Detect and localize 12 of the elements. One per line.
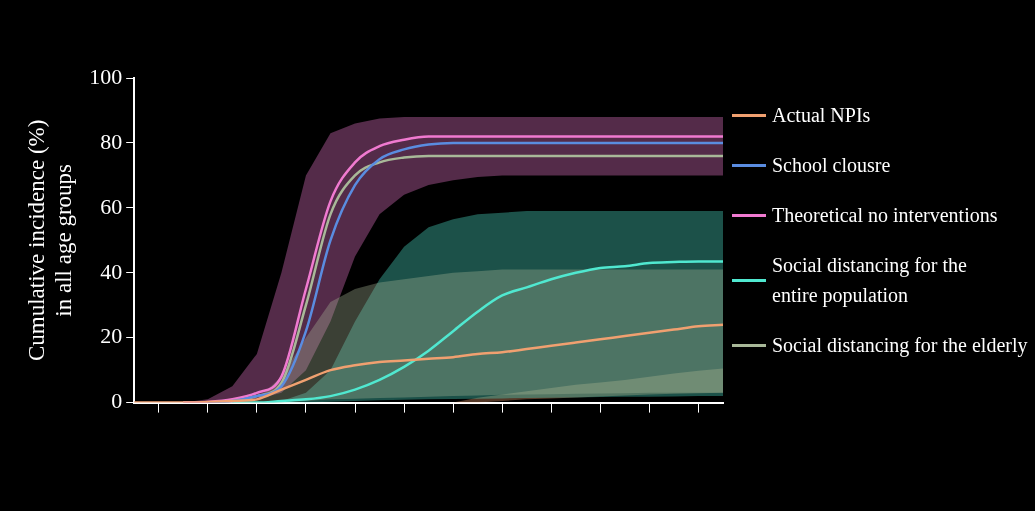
legend-label: Theoretical no interventions (772, 203, 998, 228)
y-tick-label: 100 (89, 63, 123, 89)
legend-label: Social distancing for the elderly (772, 333, 1028, 359)
legend-label: Social distancing for the entire population (772, 253, 967, 309)
y-tick-label: 60 (100, 193, 123, 219)
legend-label: Actual NPIs (772, 103, 871, 128)
y-tick-label: 0 (111, 388, 123, 414)
y-tick-label: 80 (100, 128, 123, 154)
y-tick-label: 40 (100, 258, 123, 284)
y-tick-label: 20 (100, 323, 123, 349)
legend-label: School clousre (772, 153, 891, 178)
y-axis-title: Cumulative incidence (%) in all age groups (23, 119, 77, 362)
